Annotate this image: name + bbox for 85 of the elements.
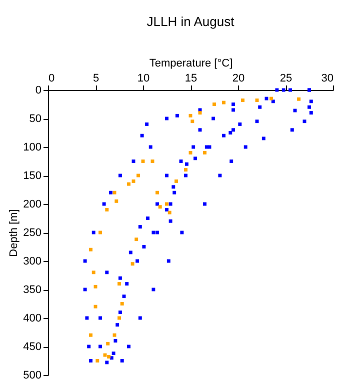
y-tick-label: 150 [23,170,42,182]
y-tick-label: 0 [35,84,42,96]
point [168,210,172,214]
point [118,282,121,286]
point [116,323,120,327]
y-tick-label: 250 [23,227,42,239]
x-tick-label: 5 [92,72,100,84]
point [297,97,301,101]
point [174,179,178,183]
point [120,302,124,306]
point [156,190,159,194]
point [106,342,110,346]
y-tick-label: 100 [23,142,42,154]
point [190,120,194,124]
point [222,100,226,104]
point [309,100,313,104]
y-tick-label: 50 [29,113,42,125]
point [125,282,129,286]
x-tick-label: 10 [137,72,150,84]
point [105,360,109,364]
point [172,185,176,189]
point [232,108,235,112]
point [309,111,313,115]
point [108,190,112,194]
x-tick-label: 30 [321,72,334,84]
point [175,114,179,118]
x-tick-label: 20 [232,72,245,84]
point [128,250,132,254]
point [230,160,234,163]
point [222,134,226,138]
y-tick-label: 300 [23,256,42,268]
point [120,359,124,362]
point [172,190,176,194]
y-tick-label: 400 [23,312,42,324]
y-tick-label: 450 [23,341,42,353]
point [194,156,197,160]
y-tick-label: 500 [23,370,42,382]
y-axis-title: Depth [m] [8,209,20,257]
point [142,245,146,248]
point [105,208,109,212]
point [270,96,273,100]
point [232,128,235,132]
y-tick-label: 200 [23,198,42,210]
point [130,262,134,266]
point [212,102,216,106]
point [165,208,168,212]
x-tick-label: 0 [48,72,55,84]
point [114,339,118,343]
point [96,359,100,362]
point [238,122,242,126]
point [127,182,130,186]
point [290,128,294,132]
point [308,105,311,109]
point [89,333,92,337]
point [232,102,235,106]
point [228,131,232,134]
point [168,219,172,223]
point [107,355,111,358]
chart-title: JLLH in August [146,14,235,29]
point [140,134,144,138]
x-tick-label: 15 [184,72,198,84]
point [146,216,150,220]
point [241,98,244,102]
point [112,352,116,356]
point [89,248,92,252]
point [258,105,262,109]
x-axis-title: Temperature [°C] [149,58,233,70]
point [134,238,138,242]
point [184,168,188,172]
point [110,356,114,360]
point [114,199,118,203]
x-tick-label: 25 [280,72,292,84]
point [89,359,92,362]
point [138,225,142,229]
point [105,270,109,274]
y-tick-label: 350 [23,284,42,296]
point [184,162,188,166]
point [262,136,266,140]
point [92,270,96,274]
point [118,310,122,314]
point [158,205,162,209]
point [118,276,122,280]
point [203,150,206,154]
point [271,100,275,104]
point [145,122,149,126]
